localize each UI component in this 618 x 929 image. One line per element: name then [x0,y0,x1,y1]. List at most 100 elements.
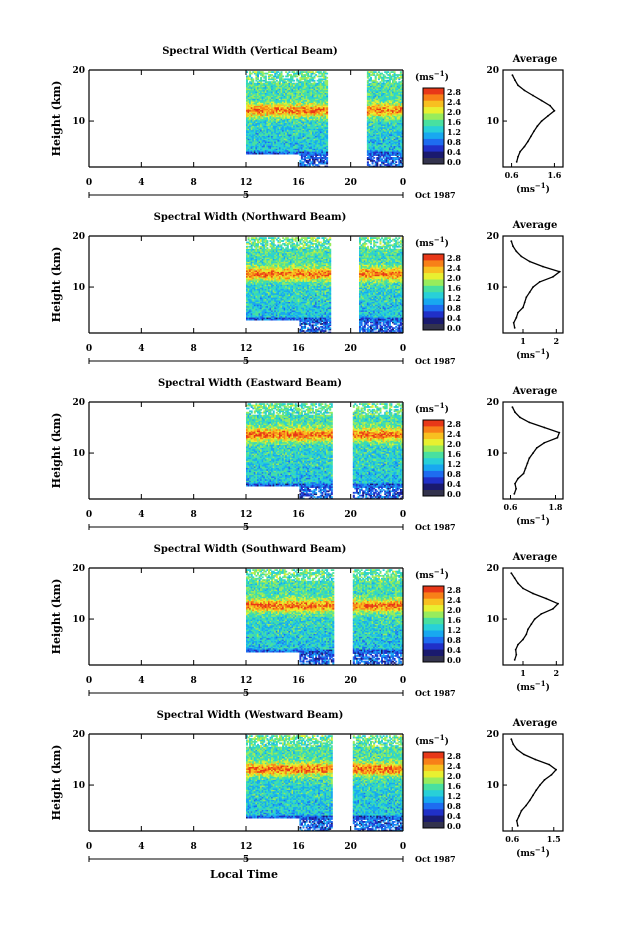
heatmap-cell [302,97,305,99]
heatmap-cell [288,102,291,105]
heatmap-cell [285,85,288,88]
heatmap-cell [371,162,374,165]
heatmap-cell [322,131,325,134]
heatmap-cell [373,157,376,159]
heatmap-cell [310,129,313,132]
heatmap-cell [370,159,372,162]
heatmap-cell [257,75,259,78]
heatmap-cell [246,142,248,145]
heatmap-cell [263,147,266,149]
heatmap-cell [291,111,294,114]
heatmap-cell [294,121,297,124]
heatmap-cell [371,99,374,102]
heatmap-cell [285,125,288,128]
heatmap-cell [310,132,313,135]
heatmap-cell [280,137,283,139]
heatmap-cell [269,134,272,136]
heatmap-cell [368,101,371,103]
heatmap-cell [313,131,316,134]
heatmap-cell [296,78,299,81]
heatmap-cell [366,92,369,95]
heatmap-cell [296,118,299,121]
heatmap-cell [252,127,255,129]
heatmap-cell [310,97,313,99]
heatmap-cell [308,104,311,106]
heatmap-cell [264,147,267,149]
heatmap-cell [300,141,303,144]
heatmap-cell [307,139,310,142]
heatmap-cell [268,145,270,148]
heatmap-cell [290,121,292,124]
heatmap-cell [260,118,263,121]
heatmap-cell [296,98,299,101]
heatmap-cell [311,162,314,165]
heatmap-cell [370,84,372,86]
heatmap-cell [379,164,382,166]
colorbar-tick-label: 2.0 [447,107,461,117]
heatmap-cell [277,112,280,115]
heatmap-cell [274,138,277,141]
heatmap-cell [275,138,278,141]
heatmap-cell [299,101,302,103]
heatmap-cell [294,115,297,118]
heatmap-cell [288,141,291,144]
heatmap-cell [374,78,377,81]
heatmap-cell [253,142,256,145]
heatmap-cell [371,134,374,136]
heatmap-cell [381,159,383,162]
heatmap-cell [249,78,252,81]
heatmap-cell [264,99,267,102]
heatmap-cell [288,127,291,129]
heatmap-cell [299,119,302,122]
heatmap-cell [371,86,374,89]
heatmap-cell [294,137,297,139]
heatmap-cell [258,114,261,116]
heatmap-cell [371,95,374,98]
heatmap-cell [252,99,255,102]
heatmap-cell [283,112,286,115]
heatmap-cell [266,139,269,142]
heatmap-cell [319,129,322,132]
heatmap-cell [246,149,248,152]
heatmap-cell [299,109,302,112]
heatmap-cell [263,152,266,155]
heatmap-cell [261,102,264,105]
heatmap-cell [310,101,313,103]
heatmap-cell [275,125,278,128]
heatmap-cell [285,149,288,152]
heatmap-cell [253,129,256,132]
heatmap-cell [253,82,256,85]
heatmap-cell [257,95,259,98]
heatmap-cell [311,84,314,86]
heatmap-cell [263,137,266,139]
heatmap-cell [307,84,310,86]
heatmap-cell [293,72,296,75]
heatmap-cell [302,142,305,145]
heatmap-cell [296,85,299,88]
heatmap-cell [282,102,285,105]
heatmap-cell [318,91,321,93]
heatmap-cell [311,108,314,111]
heatmap-cell [286,72,289,75]
heatmap-cell [277,115,280,118]
heatmap-cell [252,124,255,126]
heatmap-cell [326,104,329,106]
heatmap-cell [321,127,324,129]
heatmap-cell [313,104,316,106]
heatmap-cell [269,114,272,116]
heatmap-cell [319,115,322,118]
heatmap-cell [370,105,372,108]
heatmap-cell [297,141,300,144]
heatmap-cell [299,92,302,95]
heatmap-cell [366,104,369,106]
heatmap-cell [285,102,288,105]
heatmap-cell [282,124,285,126]
heatmap-cell [366,71,369,73]
heatmap-cell [257,142,259,145]
heatmap-cell [294,101,297,103]
heatmap-cell [373,152,376,155]
heatmap-cell [279,84,281,86]
heatmap-cell [268,74,270,76]
heatmap-cell [310,74,313,76]
heatmap-cell [252,141,255,144]
